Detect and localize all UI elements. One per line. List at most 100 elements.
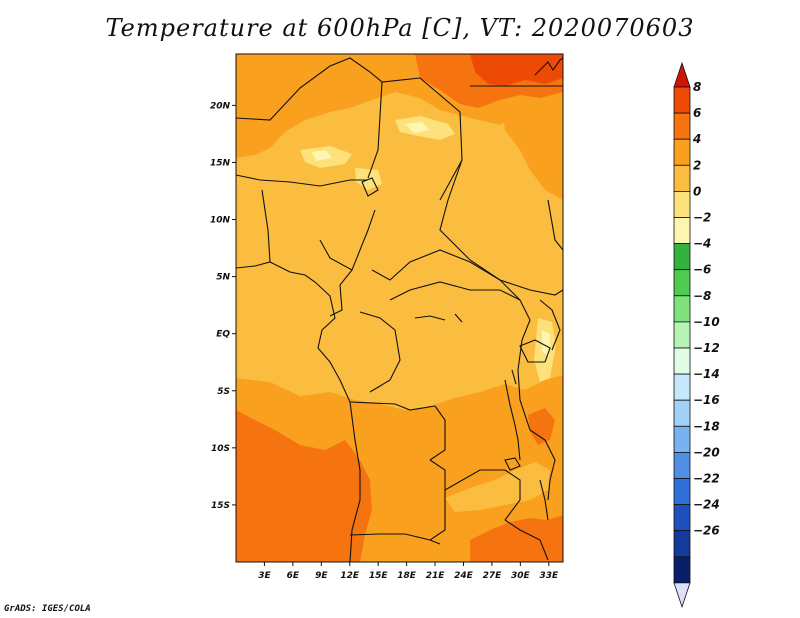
border-drc-east: [517, 299, 531, 431]
colorbar-label: −10: [693, 315, 720, 329]
colorbar-label: −22: [693, 472, 720, 486]
lake-tanganyika: [504, 379, 521, 461]
colorbar-swatch: [673, 217, 691, 245]
lake-victoria: [519, 339, 551, 363]
colorbar-label: −18: [693, 419, 720, 433]
longitude-axis: 3E 6E 9E 12E 15E 18E 21E 24E 27E 30E 33E: [258, 562, 559, 581]
border-south-sudan: [499, 279, 563, 296]
border-chad-sudan: [439, 159, 501, 281]
field-north-6-8: [470, 54, 563, 86]
colorbar-swatch: [673, 530, 691, 558]
field-pale-blob-3: [542, 330, 550, 356]
x-tick-label: 3E: [258, 571, 271, 581]
river-congo-1: [414, 315, 446, 321]
colorbar-label: −4: [693, 237, 711, 251]
y-tick-label: 20N: [210, 101, 231, 111]
border-mozambique: [504, 519, 549, 561]
colorbar-swatch: [673, 112, 691, 140]
border-zambia: [444, 469, 521, 521]
colorbar-label: 2: [693, 158, 701, 172]
field-southeast-0-2: [445, 462, 550, 512]
y-tick-label: EQ: [216, 330, 230, 340]
colorbar: 8 6 4 2 0 −2 −4 −6 −8 −10 −12 −14 −16 −18 −20 −22 −24 −26: [673, 61, 720, 609]
border-niger-nigeria: [236, 174, 368, 187]
lake-bangweulu: [504, 457, 521, 471]
river-congo-2: [454, 313, 463, 323]
x-tick-label: 6E: [287, 571, 300, 581]
x-tick-label: 12E: [340, 571, 360, 581]
x-tick-label: 15E: [369, 571, 389, 581]
border-tanzania: [529, 429, 556, 501]
colorbar-swatch: [673, 321, 691, 349]
lake-malawi: [539, 479, 549, 521]
border-drc-congo: [359, 311, 401, 393]
y-tick-label: 5N: [216, 273, 230, 283]
y-tick-label: 5S: [217, 387, 230, 397]
colorbar-label: −24: [693, 498, 720, 512]
field-southeast-4-6: [470, 515, 563, 562]
colorbar-swatch: [673, 86, 691, 114]
colorbar-label: −14: [693, 367, 720, 381]
grads-credit: GrADS: IGES/COLA: [4, 604, 91, 614]
colorbar-swatch: [673, 269, 691, 297]
colorbar-label: 0: [693, 184, 701, 198]
colorbar-swatch: [673, 373, 691, 401]
colorbar-swatch: [673, 478, 691, 506]
colorbar-label: −8: [693, 289, 711, 303]
lake-chad: [361, 177, 379, 197]
x-tick-label: 21E: [426, 571, 446, 581]
field-northeast-2-4: [500, 88, 563, 200]
colorbar-swatch: [673, 190, 691, 218]
field-southwest-4-6: [236, 410, 372, 562]
colorbar-swatch: [673, 164, 691, 192]
border-benin: [261, 189, 271, 263]
x-tick-label: 9E: [315, 571, 328, 581]
temperature-field: [236, 54, 563, 562]
colorbar-label: −20: [693, 445, 720, 459]
map-title: Temperature at 600hPa [C], VT: 202007060…: [105, 14, 695, 42]
colorbar-swatch: [673, 556, 691, 584]
y-tick-label: 10N: [210, 216, 231, 226]
country-borders: [236, 57, 563, 562]
border-libya-chad: [419, 77, 463, 201]
latitude-axis: 20N 15N 10N 5N EQ 5S 10S 15S: [210, 101, 236, 511]
colorbar-label: 4: [692, 132, 701, 146]
border-angola-drc: [429, 405, 446, 461]
border-angola-namibia: [349, 533, 441, 545]
border-cameroon-congo: [329, 269, 353, 317]
colorbar-swatch: [673, 399, 691, 427]
colorbar-swatch: [673, 138, 691, 166]
colorbar-label: −16: [693, 393, 720, 407]
border-algeria-niger: [236, 57, 421, 121]
colorbar-label: 6: [693, 106, 701, 120]
colorbar-label: −12: [693, 341, 720, 355]
colorbar-swatch: [673, 295, 691, 323]
border-drc-north: [389, 281, 521, 301]
colorbar-label: −26: [693, 524, 720, 538]
field-east-4-6: [528, 408, 555, 445]
border-niger-chad: [367, 81, 383, 179]
x-tick-label: 18E: [397, 571, 417, 581]
lake-kivu: [511, 369, 517, 385]
border-angola-north: [349, 401, 436, 411]
colorbar-swatch: [673, 347, 691, 375]
colorbar-label: −2: [693, 211, 711, 225]
x-tick-label: 27E: [483, 571, 503, 581]
colorbar-label: −6: [693, 263, 711, 277]
colorbar-swatch: [673, 451, 691, 479]
colorbar-label: 8: [693, 80, 701, 94]
x-tick-label: 33E: [539, 571, 559, 581]
border-kenya-uganda: [539, 299, 561, 351]
border-ethiopia: [547, 199, 563, 251]
map-frame: [235, 53, 564, 563]
y-tick-label: 15N: [210, 158, 231, 168]
colorbar-top-arrow: [673, 61, 691, 88]
colorbar-swatch: [673, 243, 691, 271]
field-pale-blob-2: [312, 150, 332, 161]
colorbar-swatch: [673, 504, 691, 532]
x-tick-label: 24E: [454, 571, 474, 581]
y-tick-label: 10S: [211, 444, 230, 454]
colorbar-bottom-arrow: [673, 582, 691, 609]
x-tick-label: 30E: [511, 571, 531, 581]
